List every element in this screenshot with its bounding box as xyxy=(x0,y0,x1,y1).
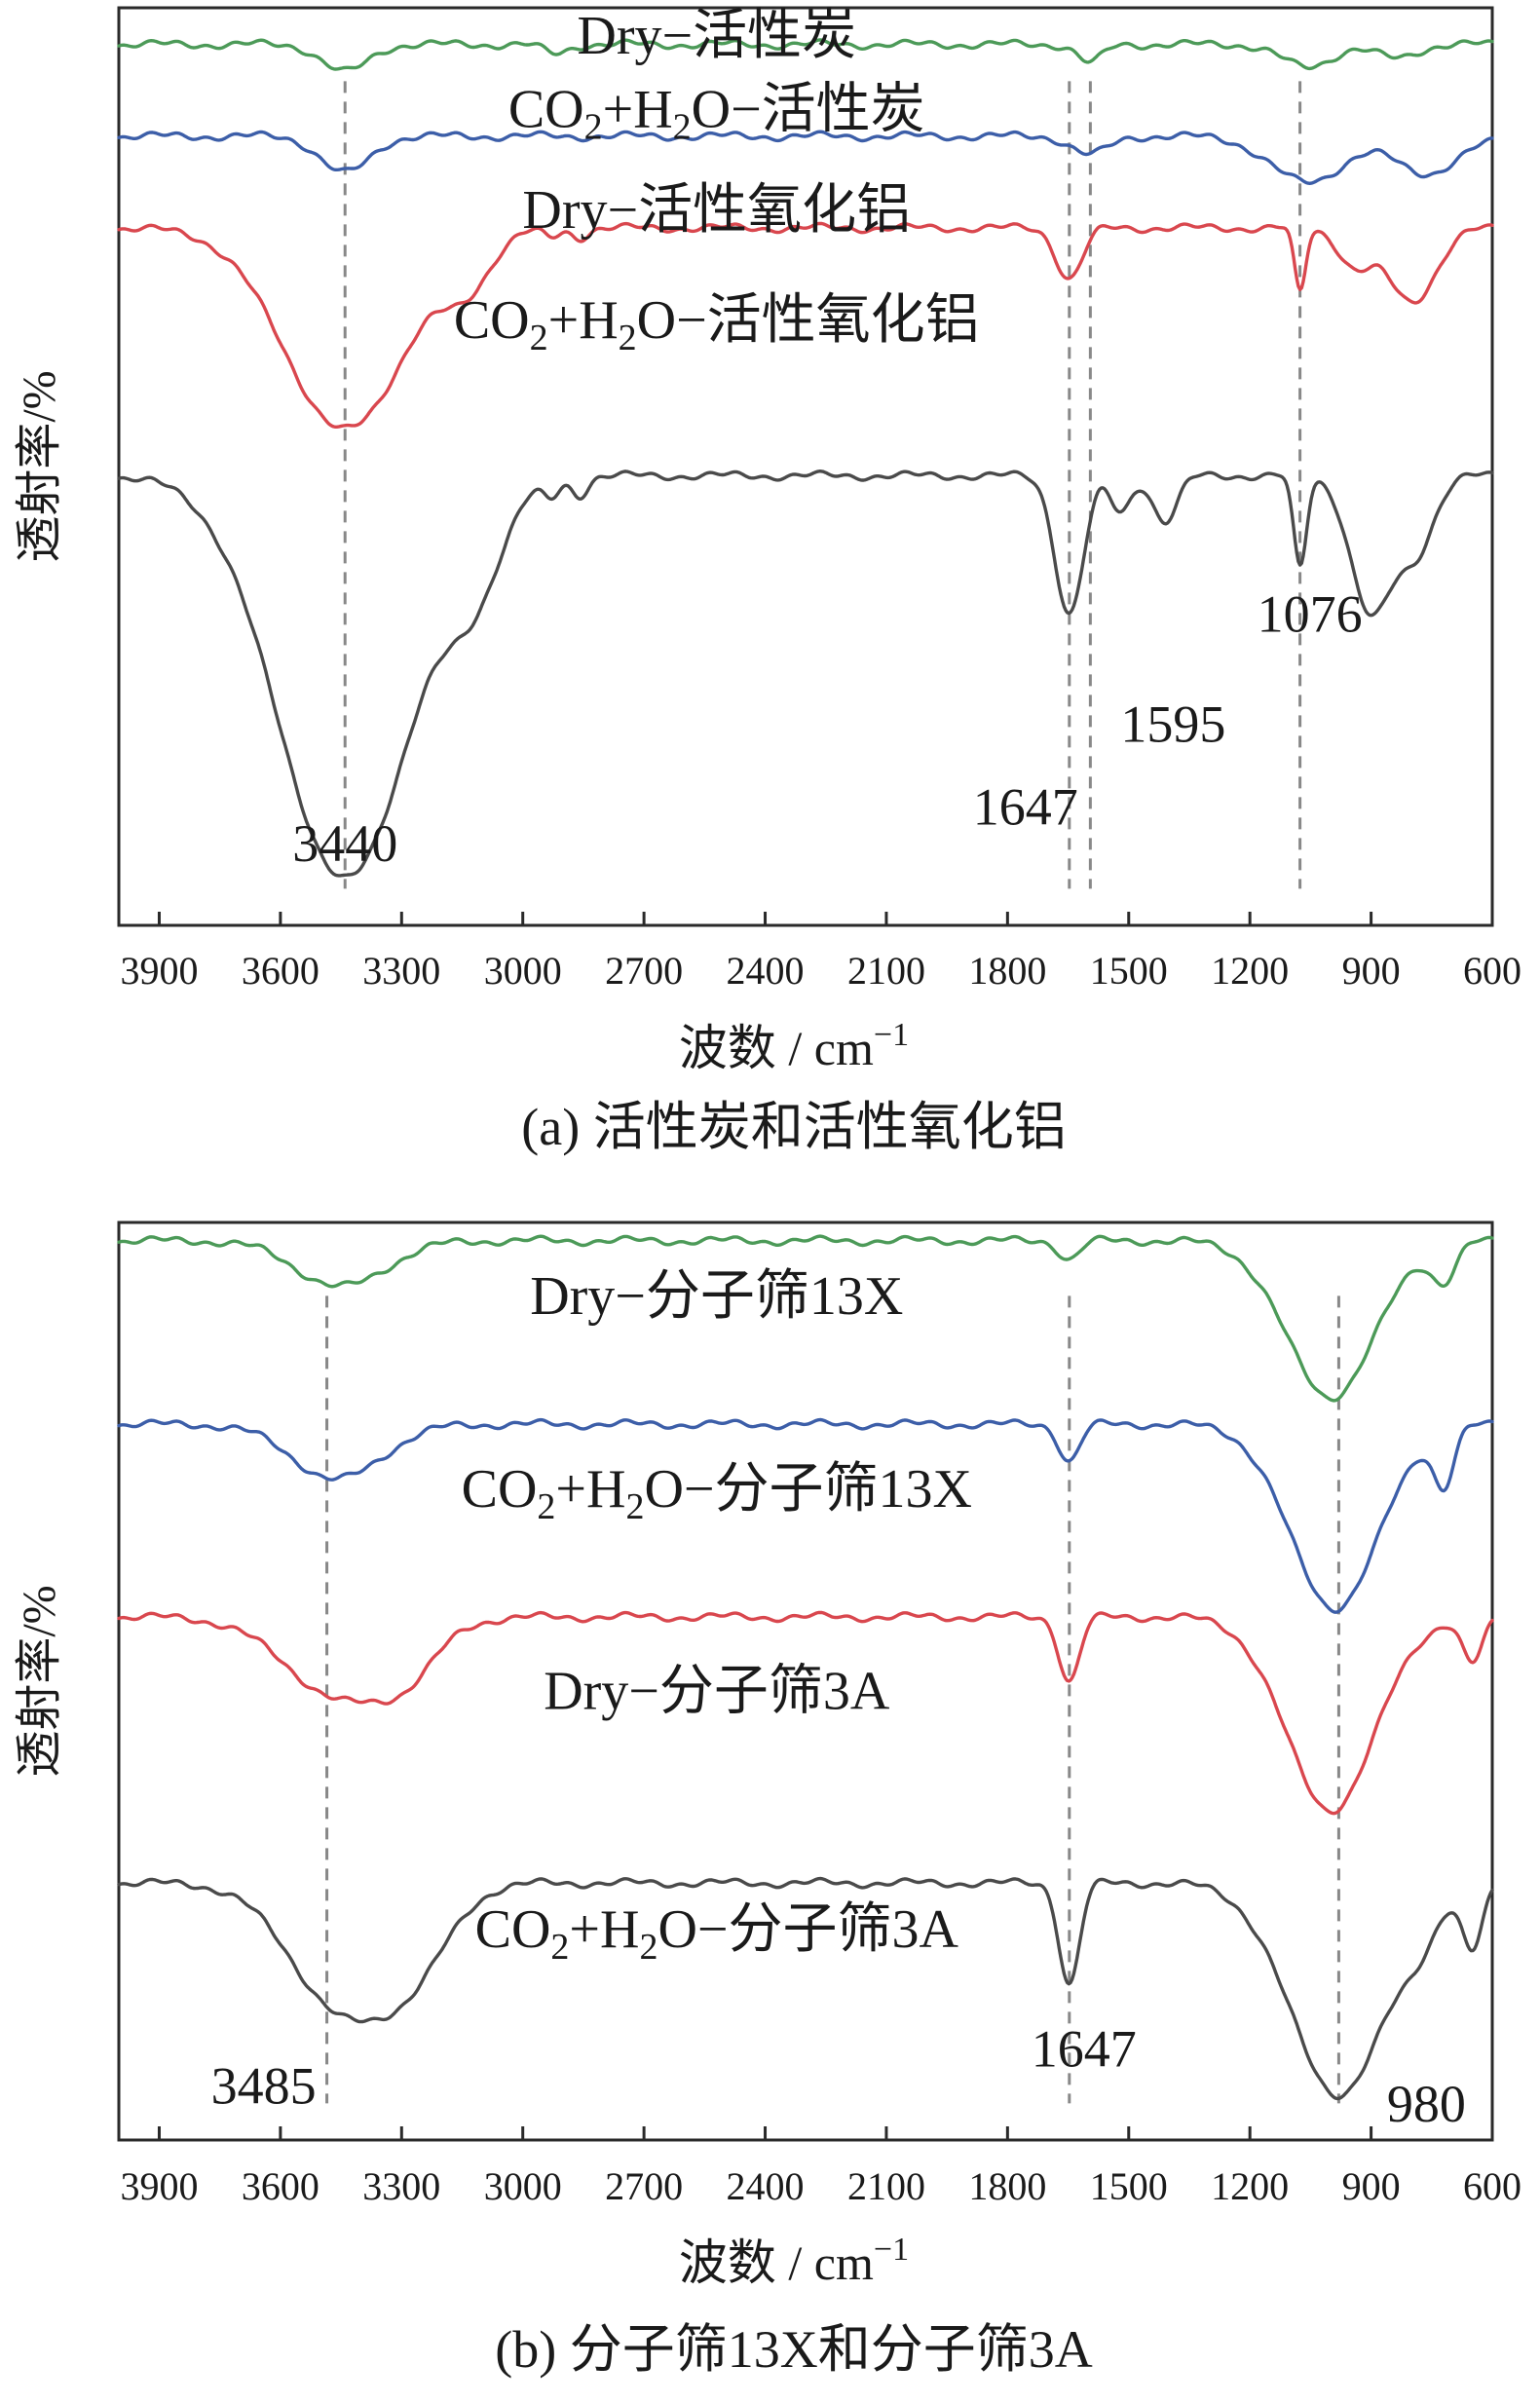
x-axis-title: 波数 / cm−1 xyxy=(679,2232,909,2290)
series-line-3 xyxy=(117,221,1494,429)
x-tick-label: 3300 xyxy=(362,949,440,993)
series-line-4 xyxy=(117,469,1494,878)
series-label-text: CO xyxy=(462,1459,538,1520)
series-label: CO2+H2O−活性氧化铝 xyxy=(454,290,980,358)
subscript: 2 xyxy=(673,106,692,147)
series-line-2 xyxy=(117,1417,1494,1614)
series-line-4 xyxy=(117,1876,1494,2101)
x-tick-label: 3900 xyxy=(120,949,198,993)
x-tick-label: 2100 xyxy=(847,2164,925,2208)
subscript: 2 xyxy=(550,1927,569,1968)
x-tick-label: 3000 xyxy=(484,2164,562,2208)
x-tick-label: 900 xyxy=(1342,2164,1401,2208)
subscript: 2 xyxy=(639,1927,657,1968)
series-label-text: Dry−活性氧化铝 xyxy=(522,180,911,241)
chart-panel-a: 3900 3600 3300 3000 2700 2400 2100 1800 1500 1200… xyxy=(14,6,1521,1156)
subscript: 2 xyxy=(619,318,637,358)
series-line-1 xyxy=(117,38,1494,71)
series-label-text: O−活性炭 xyxy=(692,79,925,139)
y-axis-title: 透射率/% xyxy=(14,1585,65,1777)
series-label: CO2+H2O−活性炭 xyxy=(508,79,925,147)
series-label-text: +H xyxy=(548,290,619,351)
peak-label: 1647 xyxy=(1032,2020,1137,2079)
x-axis-unit-exponent: −1 xyxy=(874,1017,909,1053)
series-label-text: Dry−分子筛3A xyxy=(544,1661,890,1721)
peak-label: 1647 xyxy=(973,777,1078,836)
x-tick-label: 2700 xyxy=(605,949,683,993)
series-label-text: Dry−活性炭 xyxy=(577,6,856,66)
peak-label: 3440 xyxy=(292,814,397,873)
series-label-text: CO xyxy=(475,1899,551,1960)
subscript: 2 xyxy=(537,1486,555,1527)
x-tick-label: 3000 xyxy=(484,949,562,993)
series-label-text: O−分子筛13X xyxy=(644,1459,971,1520)
x-tick-label: 600 xyxy=(1463,949,1521,993)
x-tick-label: 1500 xyxy=(1090,949,1168,993)
x-tick-label: 3900 xyxy=(120,2164,198,2208)
peak-label: 1595 xyxy=(1120,695,1225,754)
subscript: 2 xyxy=(530,318,548,358)
x-tick-label: 600 xyxy=(1463,2164,1521,2208)
series-label: CO2+H2O−分子筛13X xyxy=(462,1459,972,1527)
peak-label: 980 xyxy=(1387,2075,1466,2133)
x-tick-label: 3600 xyxy=(242,2164,319,2208)
series-label-text: +H xyxy=(555,1459,625,1520)
x-axis-title-text: 波数 / cm xyxy=(679,1021,874,1075)
series-label-text: O−活性氧化铝 xyxy=(637,290,980,351)
series-label-text: Dry−分子筛13X xyxy=(530,1266,903,1327)
x-tick-label: 1200 xyxy=(1211,949,1289,993)
panel-caption: (b) 分子筛13X和分子筛3A xyxy=(495,2320,1092,2379)
series-label-text: CO xyxy=(454,290,530,351)
peak-label: 3485 xyxy=(211,2056,317,2115)
x-tick-label: 2100 xyxy=(847,949,925,993)
series-line-3 xyxy=(117,1610,1494,1816)
x-tick-label: 2400 xyxy=(727,2164,805,2208)
series-label-text: +H xyxy=(569,1899,639,1960)
x-tick-label: 1200 xyxy=(1211,2164,1289,2208)
subscript: 2 xyxy=(625,1486,644,1527)
series-label: Dry−分子筛3A xyxy=(544,1661,890,1721)
chart-panel-b: 3900 3600 3300 3000 2700 2400 2100 1800 1500 1200… xyxy=(14,1220,1521,2379)
plot-frame xyxy=(117,1220,1494,2142)
x-tick-label: 3300 xyxy=(362,2164,440,2208)
series-label: Dry−分子筛13X xyxy=(530,1266,903,1327)
series-label-text: +H xyxy=(603,79,673,139)
series-label-text: CO xyxy=(508,79,584,139)
x-tick-label: 2400 xyxy=(727,949,805,993)
x-tick-label: 900 xyxy=(1342,949,1401,993)
subscript: 2 xyxy=(584,106,603,147)
series-label-text: O−分子筛3A xyxy=(657,1899,958,1960)
x-axis-unit-exponent: −1 xyxy=(874,2232,909,2268)
series-line-2 xyxy=(117,130,1494,185)
peak-label: 1076 xyxy=(1258,585,1363,644)
y-axis-title: 透射率/% xyxy=(14,370,65,562)
x-tick-label: 2700 xyxy=(605,2164,683,2208)
x-axis-title: 波数 / cm−1 xyxy=(679,1017,909,1075)
x-tick-label: 1800 xyxy=(968,949,1046,993)
series-line-1 xyxy=(117,1234,1494,1403)
plot-frame xyxy=(117,6,1494,927)
series-label: CO2+H2O−分子筛3A xyxy=(475,1899,959,1968)
x-tick-label: 1800 xyxy=(968,2164,1046,2208)
x-tick-label: 3600 xyxy=(242,949,319,993)
series-label: Dry−活性氧化铝 xyxy=(522,180,911,241)
x-axis-title-text: 波数 / cm xyxy=(679,2235,874,2290)
panel-caption: (a) 活性炭和活性氧化铝 xyxy=(521,1098,1066,1156)
x-tick-label: 1500 xyxy=(1090,2164,1168,2208)
series-label: Dry−活性炭 xyxy=(577,6,856,66)
